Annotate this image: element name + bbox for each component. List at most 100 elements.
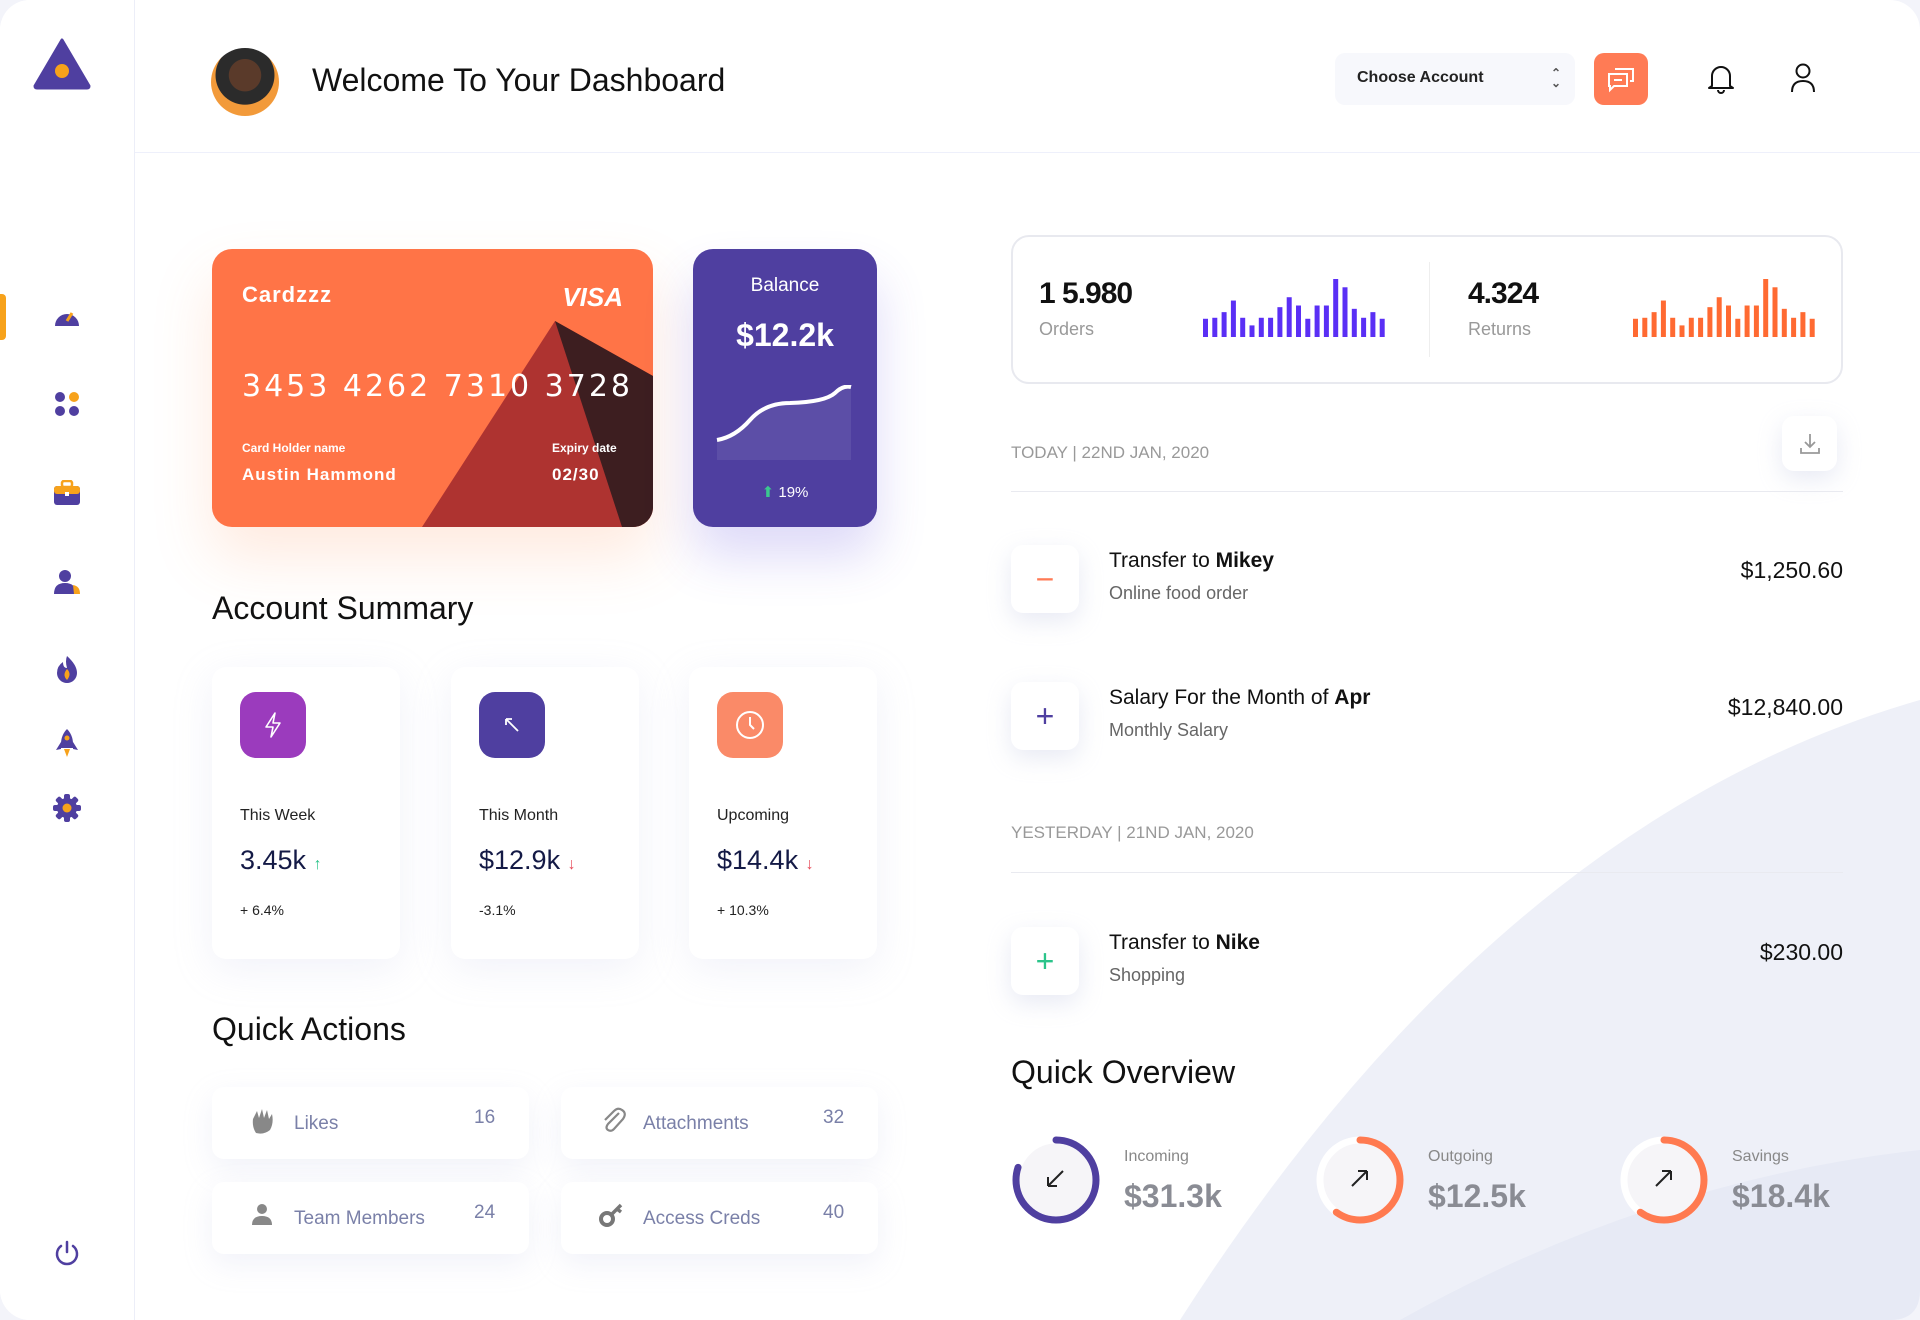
- download-icon: [1799, 433, 1820, 454]
- minus-icon[interactable]: −: [1011, 545, 1079, 613]
- sparkline-bar: [1379, 318, 1385, 337]
- sparkline-bar: [1323, 305, 1329, 337]
- logout-button[interactable]: [52, 1238, 82, 1268]
- trend-up-icon: ↑: [313, 856, 322, 873]
- sparkline-bar: [1670, 317, 1676, 337]
- divider: [1429, 262, 1430, 357]
- power-icon: [55, 1240, 79, 1266]
- sparkline-bar: [1763, 279, 1769, 337]
- sidebar-item-fire[interactable]: [52, 654, 82, 684]
- balance-change: ⬆ 19%: [761, 484, 809, 501]
- overview-label: Outgoing: [1428, 1148, 1493, 1165]
- choose-account-select[interactable]: Choose Account ⌃ ⌄: [1335, 53, 1575, 105]
- summary-value: 3.45k ↑: [240, 845, 322, 875]
- sidebar-item-settings[interactable]: [52, 793, 82, 823]
- sparkline-bar: [1361, 317, 1367, 337]
- user-icon: [1791, 63, 1815, 93]
- progress-ring: [1620, 1136, 1708, 1224]
- quick-action-count: 16: [474, 1107, 496, 1128]
- summary-card[interactable]: Upcoming $14.4k ↓ + 10.3%: [689, 667, 877, 959]
- quick-action-attachments[interactable]: Attachments 32: [561, 1087, 878, 1159]
- bell-icon: [1708, 66, 1734, 94]
- sparkline-bar: [1744, 305, 1750, 337]
- overview-value: $12.5k: [1428, 1178, 1526, 1214]
- summary-value: $12.9k ↓: [479, 845, 576, 875]
- transaction-title: Salary For the Month of Apr: [1109, 686, 1371, 709]
- date-label: TODAY | 22ND JAN, 2020: [1011, 443, 1210, 462]
- credit-card[interactable]: Cardzzz VISA 3453 4262 7310 3728 Card Ho…: [212, 249, 653, 527]
- notifications-button[interactable]: [1704, 60, 1738, 96]
- user-icon: [250, 1202, 278, 1230]
- arrow-up-right-icon: [1351, 1170, 1368, 1187]
- plus-icon[interactable]: +: [1011, 927, 1079, 995]
- sparkline-bar: [1753, 305, 1759, 337]
- rocket-icon: [56, 729, 78, 757]
- balance-card[interactable]: Balance $12.2k ⬆ 19%: [693, 249, 877, 527]
- balance-trend-line: [716, 385, 852, 460]
- sparkline-bar: [1633, 318, 1638, 337]
- summary-card[interactable]: This Month $12.9k ↓ -3.1%: [451, 667, 639, 959]
- sparkline-bar: [1258, 317, 1264, 337]
- sidebar-item-briefcase[interactable]: [52, 478, 82, 508]
- progress-ring: [1316, 1136, 1404, 1224]
- card-number: 3453 4262 7310 3728: [242, 369, 633, 404]
- sidebar-item-dashboard[interactable]: [52, 301, 82, 331]
- sparkline-bar: [1314, 305, 1320, 337]
- holder-name: Austin Hammond: [242, 465, 397, 484]
- sparkline-bar: [1688, 317, 1694, 337]
- overview-label: Savings: [1732, 1148, 1789, 1165]
- chevron-updown-icon: ⌃ ⌄: [1550, 66, 1561, 90]
- transaction-row[interactable]: + Transfer to Nike Shopping $230.00: [1011, 927, 1843, 997]
- quick-action-team-members[interactable]: Team Members 24: [212, 1182, 529, 1254]
- transaction-row[interactable]: + Salary For the Month of Apr Monthly Sa…: [1011, 682, 1843, 752]
- messages-button[interactable]: [1594, 53, 1648, 105]
- sparkline-bar: [1268, 317, 1274, 337]
- transaction-row[interactable]: − Transfer to Mikey Online food order $1…: [1011, 545, 1843, 615]
- sidebar-item-users[interactable]: [52, 567, 82, 597]
- sparkline-bar: [1286, 297, 1292, 337]
- overview-savings[interactable]: Savings $18.4k: [1619, 1130, 1919, 1230]
- profile-button[interactable]: [1786, 60, 1820, 96]
- overview-value: $18.4k: [1732, 1178, 1830, 1214]
- summary-value: $14.4k ↓: [717, 845, 814, 875]
- overview-outgoing[interactable]: Outgoing $12.5k: [1315, 1130, 1615, 1230]
- transaction-amount: $1,250.60: [1740, 557, 1843, 583]
- summary-label: This Week: [240, 807, 316, 824]
- sidebar-item-rocket[interactable]: [52, 728, 82, 758]
- transaction-subtitle: Online food order: [1109, 583, 1249, 603]
- sparkline-bar: [1296, 305, 1301, 337]
- overview-incoming[interactable]: Incoming $31.3k: [1011, 1130, 1311, 1230]
- download-button[interactable]: [1782, 416, 1837, 471]
- page-title: Welcome To Your Dashboard: [312, 62, 726, 98]
- sparkline-bar: [1370, 312, 1376, 337]
- avatar[interactable]: [211, 48, 279, 116]
- summary-card[interactable]: This Week 3.45k ↑ + 6.4%: [212, 667, 400, 959]
- card-name: Cardzzz: [242, 282, 333, 307]
- sparkline-bar: [1249, 325, 1255, 337]
- quick-action-count: 24: [474, 1202, 496, 1223]
- transaction-subtitle: Monthly Salary: [1109, 720, 1229, 740]
- expiry-date: 02/30: [552, 465, 600, 484]
- plus-icon[interactable]: +: [1011, 682, 1079, 750]
- quick-action-count: 40: [823, 1202, 845, 1223]
- fire-icon: [57, 656, 77, 683]
- progress-ring: [1012, 1136, 1100, 1224]
- quick-action-label: Likes: [294, 1113, 339, 1134]
- summary-change: + 10.3%: [717, 902, 769, 918]
- paperclip-icon: [599, 1107, 627, 1135]
- sparkline-bar: [1726, 305, 1731, 337]
- quick-action-likes[interactable]: Likes 16: [212, 1087, 529, 1159]
- quick-action-count: 32: [823, 1107, 845, 1128]
- arrow-down-left-icon: [1047, 1170, 1064, 1187]
- quick-action-access-creds[interactable]: Access Creds 40: [561, 1182, 878, 1254]
- summary-change: -3.1%: [479, 902, 516, 918]
- sidebar-item-apps[interactable]: [52, 389, 82, 419]
- sidebar: [0, 0, 135, 1320]
- expiry-label: Expiry date: [552, 441, 617, 455]
- balance-value: $12.2k: [736, 317, 834, 353]
- quick-actions-title: Quick Actions: [212, 1011, 406, 1047]
- account-summary-title: Account Summary: [212, 590, 474, 626]
- sparkline-bar: [1809, 318, 1815, 337]
- sparkline-bar: [1212, 317, 1218, 337]
